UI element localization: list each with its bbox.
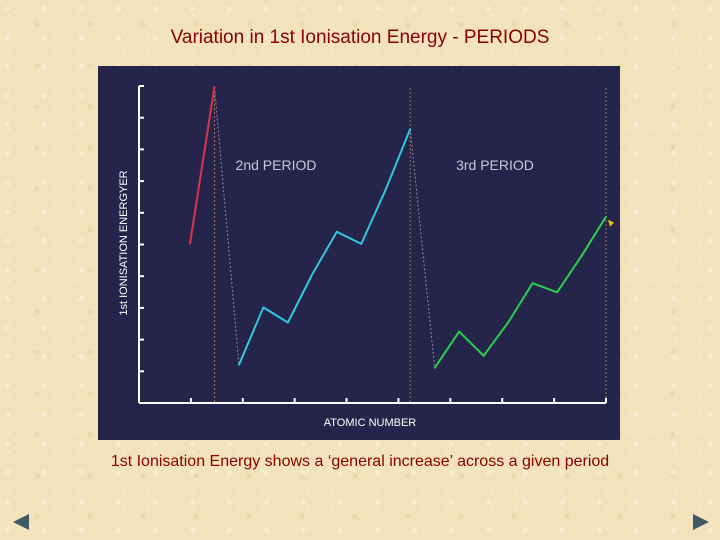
series-end-arrow [608, 219, 614, 227]
data-point-period-2 [336, 231, 338, 233]
period-3-label: 3rd PERIOD [456, 157, 534, 173]
data-point-period-2 [409, 128, 412, 130]
period-drop-connector [213, 86, 240, 365]
series-line-period-3 [433, 216, 607, 369]
chart-background [98, 66, 620, 440]
triangle-right-icon[interactable] [690, 511, 712, 533]
data-point-period-1 [189, 243, 191, 245]
ionisation-energy-chart: ATOMIC NUMBER 1st IONISATION ENERGYER 2n… [98, 66, 620, 440]
period-2-label: 2nd PERIOD [236, 157, 317, 173]
data-point-period-3 [531, 282, 534, 285]
data-point-period-2 [287, 321, 289, 324]
data-point-period-3 [605, 215, 607, 218]
data-point-period-3 [507, 321, 509, 324]
x-axis-label: ATOMIC NUMBER [324, 417, 417, 429]
data-point-period-3 [433, 367, 436, 369]
series-line-period-1 [189, 86, 216, 245]
data-point-period-3 [482, 354, 485, 357]
chart-panel: ATOMIC NUMBER 1st IONISATION ENERGYER 2n… [98, 66, 620, 440]
data-point-period-2 [311, 273, 314, 275]
data-point-period-2 [238, 364, 240, 366]
slide-caption: 1st Ionisation Energy shows a ‘general i… [110, 453, 610, 470]
period-drop-connector [409, 128, 436, 368]
triangle-left-icon[interactable] [10, 511, 32, 533]
data-point-period-2 [360, 243, 363, 245]
data-point-period-2 [262, 306, 265, 309]
slide-title: Variation in 1st Ionisation Energy - PER… [170, 27, 550, 48]
data-point-period-3 [458, 330, 460, 333]
series-line-period-2 [238, 128, 412, 366]
data-point-period-1 [213, 85, 216, 88]
y-axis-label: 1st IONISATION ENERGYER [118, 170, 130, 315]
data-point-period-2 [384, 188, 387, 191]
data-point-period-3 [556, 291, 558, 294]
data-point-period-3 [580, 255, 583, 257]
